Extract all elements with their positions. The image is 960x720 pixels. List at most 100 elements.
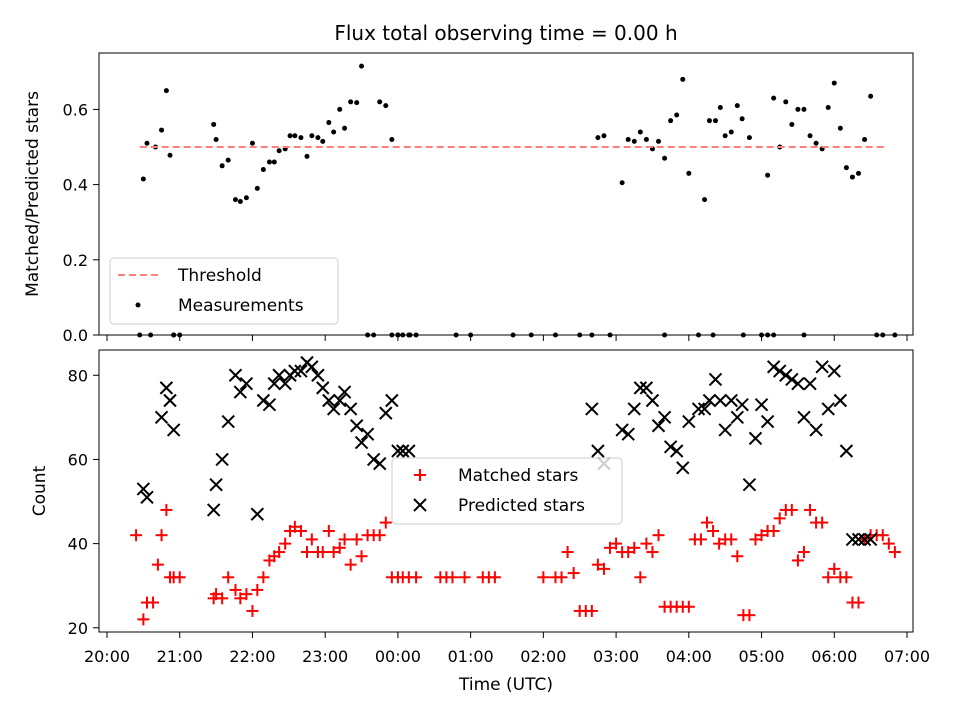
measurement-point [765,172,771,178]
predicted-star-point [163,393,177,408]
matched-star-point [279,537,292,550]
predicted-star-point [337,385,352,399]
matched-star-point [130,529,143,542]
predicted-star-point [682,414,696,429]
matched-star-point [229,583,242,596]
x-tick-label: 20:00 [84,647,130,666]
predicted-star-point [209,477,223,492]
measurement-point [140,176,146,182]
matched-star-point [410,571,423,584]
predicted-star-point [651,419,666,433]
top-y-tick-label: 0.0 [63,326,88,345]
matched-star-point [610,537,623,550]
measurement-point [377,99,383,105]
matched-star-point [373,529,386,542]
measurement-point [825,105,831,111]
matched-star-point [488,571,501,584]
predicted-star-point [343,402,358,416]
predicted-star-point [154,410,169,425]
measurement-point [167,152,173,158]
predicted-star-point [779,368,793,382]
predicted-star-point [166,423,181,437]
predicted-star-point [215,452,229,467]
measurement-point [211,121,217,127]
predicted-star-point [645,393,660,408]
predicted-star-point [639,381,654,395]
measurement-point [831,80,837,86]
measurement-point [706,118,712,124]
measurement-point [746,135,752,141]
predicted-star-point [615,423,629,437]
matched-star-point [694,533,707,546]
measurement-point [595,135,601,141]
measurement-point [795,106,801,112]
measurement-point [631,138,637,144]
predicted-star-point [621,427,635,441]
measurement-point [601,133,607,139]
predicted-star-point [708,372,723,387]
predicted-star-point [221,414,235,429]
matched-star-point [797,546,810,559]
predicted-star-point [785,372,799,387]
x-tick-label: 06:00 [811,647,857,666]
matched-star-point [816,516,829,529]
predicted-star-point [657,410,672,425]
predicted-star-point [851,532,866,547]
matched-star-point [743,609,756,622]
matched-star-point [701,516,713,529]
predicted-star-point [735,398,749,412]
measurement-point [331,129,337,135]
matched-star-point [257,571,270,584]
measurement-point [298,135,304,141]
predicted-star-point [713,393,728,408]
measurement-point [686,170,692,176]
matched-star-point [555,571,568,584]
predicted-star-point [349,419,364,433]
predicted-star-point [267,376,281,391]
predicted-star-point [256,393,271,408]
matched-star-point [731,550,744,563]
predicted-star-point [294,364,308,378]
x-tick-label: 23:00 [302,647,348,666]
predicted-star-point [857,532,872,547]
matched-star-point [652,529,665,542]
matched-star-point [785,503,798,516]
matched-star-point [273,546,286,559]
bottom-axes-frame [98,349,914,633]
top-y-tick-label: 0.6 [63,100,88,119]
matched-star-point [622,546,635,559]
measurement-point [237,199,243,205]
matched-star-point [822,571,835,584]
measurement-point [326,120,332,126]
matched-star-point [379,516,392,529]
measurement-point [276,148,282,154]
measurement-point [643,136,649,142]
top-y-tick-label: 0.4 [63,176,88,195]
top-y-tick-label: 0.2 [63,251,88,270]
measurement-point [862,136,868,142]
bottom-y-axis-label: Count [30,465,50,516]
measurement-point [625,136,631,142]
matched-star-point [355,550,368,563]
measurement-point [668,118,674,124]
top-y-axis-label: Matched/Predicted stars [23,91,43,297]
measurement-point [637,129,643,135]
measurement-point [389,136,395,142]
bottom-y-tick-label: 40 [68,535,88,554]
predicted-star-point [821,402,835,416]
predicted-star-point [206,503,221,517]
matched-star-point [682,600,695,613]
predicted-star-point [773,364,787,378]
legend-predicted-label: Predicted stars [458,496,585,516]
matched-star-point [713,537,726,550]
predicted-star-point [591,444,605,458]
measurement-point [843,165,849,171]
predicted-star-point [833,393,848,408]
measurement-point [868,93,874,99]
x-tick-label: 21:00 [157,647,203,666]
bottom-y-tick-label: 60 [68,450,88,469]
matched-star-point [628,541,641,554]
predicted-star-point [845,532,860,547]
measurement-point [717,105,723,111]
